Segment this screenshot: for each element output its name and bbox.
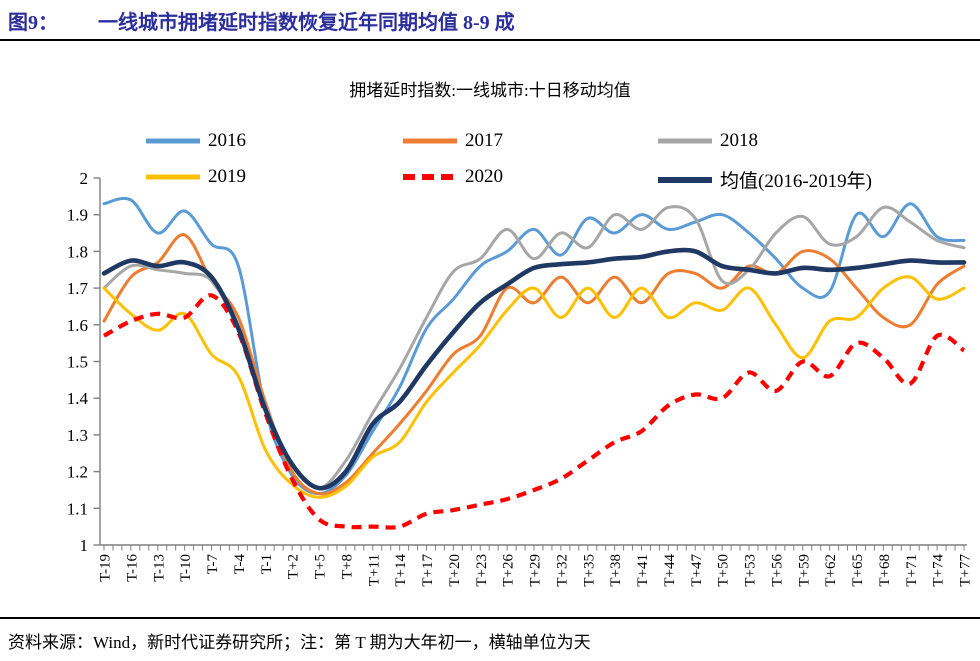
x-tick-label: T-7 [205, 554, 221, 575]
legend-item-2019: 2019 [145, 166, 246, 190]
y-tick-label: 1.7 [67, 279, 89, 298]
x-tick-label: T+77 [958, 554, 974, 587]
y-tick-label: 1 [80, 536, 89, 555]
x-tick-label: T-10 [178, 554, 194, 582]
legend-item-2017: 2017 [402, 130, 503, 154]
legend-item-2016: 2016 [145, 130, 246, 154]
x-tick-label: T+35 [581, 554, 597, 587]
legend-item-2020: 2020 [402, 166, 503, 190]
x-tick-label: T-16 [124, 554, 140, 582]
x-tick-label: T-4 [232, 554, 248, 575]
legend-swatch-2016-icon [146, 138, 200, 144]
series-line-2020 [102, 293, 966, 530]
legend-swatch-2019-icon [146, 174, 200, 180]
y-tick-label: 1.5 [67, 353, 88, 372]
x-tick-label: T+23 [474, 554, 490, 587]
source-note: 资料来源：Wind，新时代证券研究所；注：第 T 期为大年初一，横轴单位为天 [8, 633, 591, 652]
x-tick-label: T+53 [743, 554, 759, 587]
x-tick-label: T+44 [662, 554, 678, 587]
x-tick-label: T+62 [823, 554, 839, 587]
x-tick-label: T+74 [931, 554, 947, 587]
figure-title-row: 图9： 一线城市拥堵延时指数恢复近年同期均值 8-9 成 [8, 6, 972, 35]
series-line-2017 [102, 233, 966, 496]
x-tick-label: T+56 [769, 554, 785, 587]
chart-title: 拥堵延时指数:一线城市:十日移动均值 [349, 81, 631, 100]
legend-label: 2019 [208, 166, 246, 187]
x-tick-label: T+47 [689, 554, 705, 587]
x-tick-label: T+20 [447, 554, 463, 587]
series-line-2016 [102, 196, 966, 496]
series-line-2019 [102, 275, 966, 499]
series-line-2018 [102, 205, 966, 490]
x-tick-label: T+8 [339, 554, 355, 579]
y-tick-label: 1.9 [67, 206, 88, 225]
legend-label: 2020 [465, 166, 503, 187]
x-tick-label: T-19 [98, 554, 114, 582]
series-line-mean [101, 247, 967, 491]
title-divider [0, 39, 980, 41]
figure-number: 图9： [8, 12, 58, 34]
legend-swatch-2018-icon [658, 138, 712, 144]
x-tick-label: T+71 [904, 554, 920, 587]
x-tick-label: T+2 [286, 554, 302, 579]
x-tick-label: T+50 [716, 554, 732, 587]
figure-title: 一线城市拥堵延时指数恢复近年同期均值 8-9 成 [98, 12, 515, 34]
legend-item-2018: 2018 [657, 130, 758, 154]
legend-label: 均值(2016-2019年) [720, 171, 872, 192]
x-tick-label: T-1 [259, 554, 275, 574]
legend-swatch-mean-icon [658, 176, 712, 183]
y-tick-label: 1.8 [67, 242, 88, 261]
legend-label: 2018 [720, 130, 758, 151]
y-tick-label: 1.4 [67, 389, 89, 408]
y-tick-label: 2 [80, 169, 89, 188]
legend-swatch-2020-icon [403, 174, 457, 180]
legend-item-mean: 均值(2016-2019年) [657, 166, 872, 192]
x-tick-label: T+5 [313, 554, 329, 579]
x-tick-label: T+11 [366, 554, 382, 586]
x-tick-label: T-13 [151, 554, 167, 582]
chart-legend: 2016 2017 2018 2019 2020 均值(2016-2019年) [145, 130, 965, 192]
x-tick-label: T+41 [635, 554, 651, 587]
x-tick-label: T+32 [554, 554, 570, 587]
x-tick-label: T+14 [393, 554, 409, 587]
footer-divider [0, 617, 980, 619]
x-tick-label: T+65 [850, 554, 866, 587]
x-tick-label: T+38 [608, 554, 624, 587]
x-tick-label: T+26 [501, 554, 517, 587]
y-tick-label: 1.2 [67, 463, 88, 482]
y-tick-label: 1.1 [67, 499, 88, 518]
legend-swatch-2017-icon [403, 138, 457, 144]
x-tick-label: T+17 [420, 554, 436, 587]
y-tick-label: 1.6 [67, 316, 88, 335]
legend-label: 2017 [465, 130, 503, 151]
x-tick-label: T+59 [796, 554, 812, 587]
x-tick-label: T+29 [528, 554, 544, 587]
x-tick-label: T+68 [877, 554, 893, 587]
legend-label: 2016 [208, 130, 246, 151]
y-tick-label: 1.3 [67, 426, 88, 445]
